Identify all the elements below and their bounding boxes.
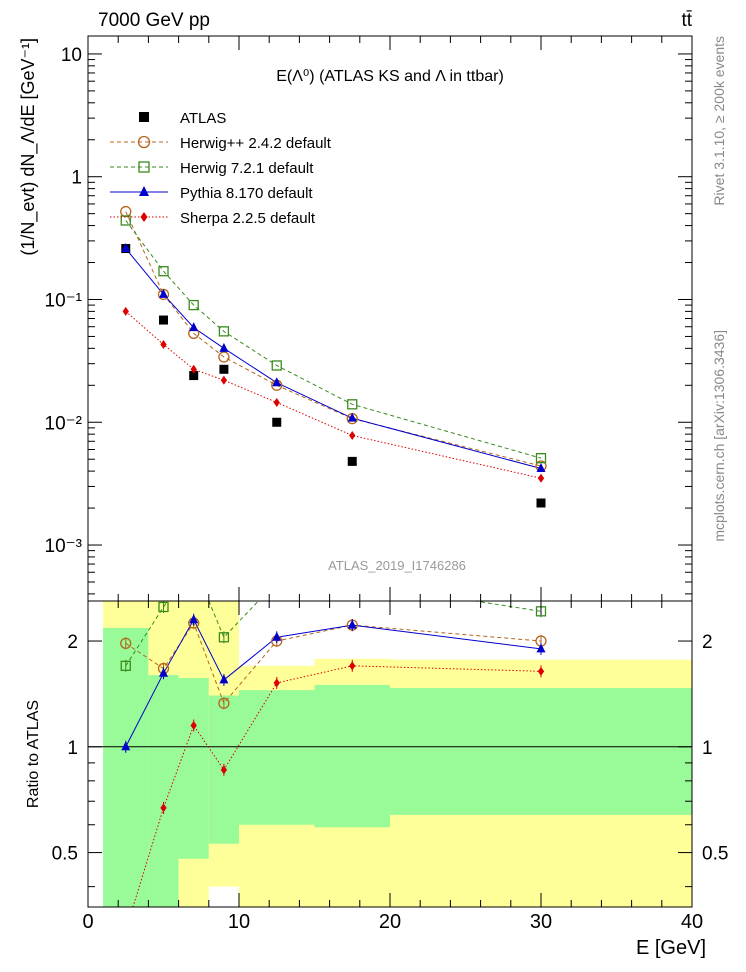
data-point xyxy=(138,161,150,173)
data-point xyxy=(536,463,546,473)
legend-label: Herwig++ 2.4.2 default xyxy=(180,135,332,152)
x-tick-label: 0 xyxy=(82,911,93,933)
data-point xyxy=(219,342,229,352)
data-point xyxy=(122,306,129,316)
main-panel: 10⁻³ 10⁻² 10⁻¹ 1 10 E(Λ⁰) (ATLAS KS and Λ in… xyxy=(18,35,693,602)
data-point xyxy=(160,803,167,813)
data-point xyxy=(121,243,131,253)
main-frame xyxy=(87,35,693,602)
main-title: E(Λ⁰) (ATLAS KS and Λ in ttbar) xyxy=(276,68,504,85)
data-point xyxy=(190,720,197,730)
data-point xyxy=(536,643,546,653)
data-point xyxy=(190,364,197,374)
data-point xyxy=(537,666,545,676)
rivet-note: Rivet 3.1.10, ≥ 200k events xyxy=(711,36,727,206)
data-point xyxy=(188,299,199,311)
data-point xyxy=(536,498,546,508)
ratio-y-tick-label: 2 xyxy=(67,632,78,653)
legend-label: Pythia 8.170 default xyxy=(180,185,313,202)
data-point xyxy=(220,765,228,775)
x-tick-label: 20 xyxy=(379,911,401,933)
green-band xyxy=(390,688,692,815)
green-band xyxy=(314,684,390,828)
series-line xyxy=(125,248,542,469)
x-tick-label: 40 xyxy=(681,911,703,933)
data-point xyxy=(218,351,230,363)
ratio-y-tick-label: 1 xyxy=(702,738,713,759)
data-point xyxy=(189,371,199,381)
data-point xyxy=(219,674,229,684)
green-band xyxy=(239,690,315,825)
y-axis-label: (1/N_evt) dN_Λ/dE [GeV⁻¹] xyxy=(18,38,39,256)
data-point xyxy=(272,417,282,427)
data-point xyxy=(120,215,131,226)
green-band xyxy=(103,627,149,907)
data-point xyxy=(139,112,149,122)
y-tick-label: 10 xyxy=(61,45,82,66)
ratio-y-tick-label: 0.5 xyxy=(52,844,78,865)
header-process-label: tt̄ xyxy=(681,10,692,31)
data-point xyxy=(348,577,357,586)
data-point xyxy=(347,456,357,466)
y-tick-label: 10⁻² xyxy=(45,413,83,434)
mcplots-note: mcplots.cern.ch [arXiv:1306.3436] xyxy=(711,330,727,542)
data-point xyxy=(123,926,129,935)
data-point xyxy=(189,322,199,332)
green-band xyxy=(178,677,209,859)
data-point xyxy=(137,135,151,149)
legend-label: Herwig 7.2.1 default xyxy=(180,160,314,177)
data-point xyxy=(159,315,168,325)
data-point xyxy=(273,397,280,407)
x-axis-label: E [GeV] xyxy=(636,937,706,959)
data-point xyxy=(159,667,168,677)
data-point xyxy=(537,473,545,483)
data-point xyxy=(218,326,230,337)
series-line xyxy=(125,220,542,459)
data-point xyxy=(273,678,280,688)
ratio-y-tick-label: 2 xyxy=(702,632,713,653)
data-point xyxy=(120,660,131,671)
ratio-y-axis-label: Ratio to ATLAS xyxy=(25,700,42,808)
data-point xyxy=(159,288,168,298)
data-point xyxy=(218,697,230,709)
data-point xyxy=(349,431,356,441)
data-point xyxy=(160,339,167,349)
data-point xyxy=(347,619,357,629)
data-point xyxy=(139,186,149,196)
data-point xyxy=(349,661,356,671)
ratio-y-tick-label: 1 xyxy=(67,738,78,759)
ratio-y-tick-label: 0.5 xyxy=(702,844,728,865)
data-point xyxy=(120,637,132,649)
y-tick-label: 1 xyxy=(71,168,82,189)
ratio-panel: 0.5 0.51 12 20 10 20 30 40 Ratio to ATLAS E [Ge… xyxy=(25,560,728,959)
data-point xyxy=(219,364,229,374)
legend-label: ATLAS xyxy=(180,110,226,127)
legend-label: Sherpa 2.2.5 default xyxy=(180,210,316,227)
data-point xyxy=(189,614,199,624)
y-tick-label: 10⁻³ xyxy=(45,536,83,557)
y-tick-label: 10⁻¹ xyxy=(45,290,83,311)
data-point xyxy=(218,632,230,643)
data-point xyxy=(220,375,228,385)
data-point xyxy=(158,601,169,613)
data-point xyxy=(121,741,131,751)
data-point xyxy=(189,560,198,569)
legend: ATLAS Herwig++ 2.4.2 default Herwig 7.2.1 … xyxy=(110,110,332,227)
data-point xyxy=(140,212,148,222)
data-point xyxy=(271,360,282,371)
data-point xyxy=(535,453,547,464)
x-tick-label: 30 xyxy=(530,911,552,933)
data-point xyxy=(272,631,282,641)
data-point xyxy=(272,377,282,387)
header-energy-label: 7000 GeV pp xyxy=(98,10,210,31)
green-band xyxy=(148,675,179,907)
watermark: ATLAS_2019_I1746286 xyxy=(328,558,466,573)
x-tick-label: 10 xyxy=(228,911,250,933)
data-point xyxy=(272,577,281,586)
series-line xyxy=(125,211,542,467)
data-point xyxy=(347,399,358,410)
data-point xyxy=(347,412,357,422)
data-point xyxy=(158,266,169,277)
